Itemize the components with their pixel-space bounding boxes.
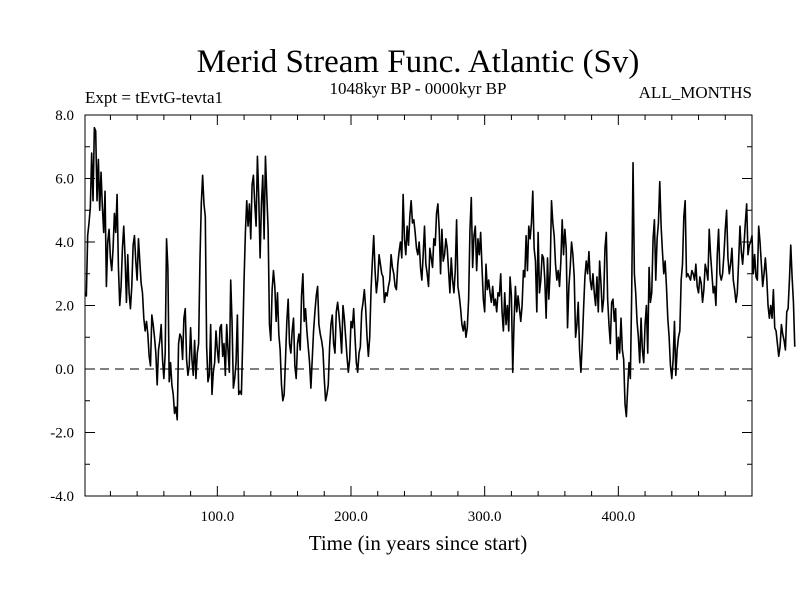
time-range-label: 1048kyr BP - 0000kyr BP	[330, 79, 507, 98]
y-tick-label: 6.0	[55, 172, 74, 188]
series-line-overturning	[84, 126, 796, 421]
x-tick-label: 100.0	[200, 509, 234, 525]
x-tick-label: 200.0	[334, 509, 368, 525]
y-axis: -4.0 -2.0 0.0 2.0 4.0 6.0 8.0	[50, 108, 752, 505]
y-tick-label: 2.0	[55, 299, 74, 315]
months-label: ALL_MONTHS	[639, 83, 752, 102]
y-tick-label: 0.0	[55, 362, 74, 378]
experiment-label: Expt = tEvtG-tevta1	[85, 88, 223, 107]
y-tick-label: -2.0	[50, 426, 74, 442]
y-tick-label: -4.0	[50, 489, 74, 505]
x-axis-label: Time (in years since start)	[309, 531, 528, 555]
x-tick-label: 300.0	[468, 509, 502, 525]
plot-frame	[84, 114, 753, 497]
chart-title: Merid Stream Func. Atlantic (Sv)	[197, 44, 640, 80]
y-tick-label: 8.0	[55, 108, 74, 124]
x-axis: 100.0 200.0 300.0 400.0	[109, 115, 726, 525]
y-tick-label: 4.0	[55, 235, 74, 251]
x-tick-label: 400.0	[601, 509, 635, 525]
